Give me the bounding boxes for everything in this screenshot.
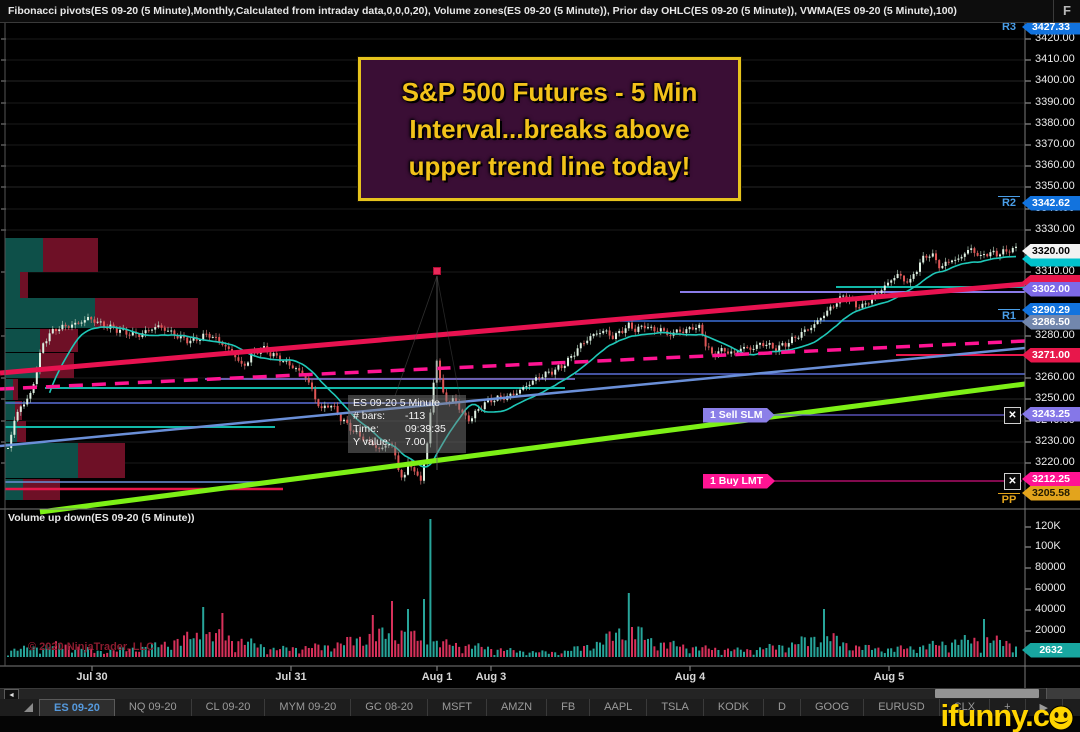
tab-amzn[interactable]: AMZN — [487, 699, 548, 721]
tab-msft[interactable]: MSFT — [428, 699, 487, 721]
banner-line: upper trend line today! — [408, 150, 691, 181]
tooltip-title: ES 09-20 5 Minute — [353, 397, 440, 409]
tab-list-icon[interactable] — [24, 703, 33, 712]
banner-line: S&P 500 Futures - 5 Min — [401, 76, 698, 107]
tab-kodk[interactable]: KODK — [704, 699, 765, 721]
tab-clx[interactable]: CLX — [940, 699, 991, 721]
tab--[interactable]: + — [990, 699, 1026, 721]
data-box-tooltip: ES 09-20 5 Minute # bars: -113 Time: 09:39… — [348, 395, 466, 453]
scrollbar-thumb[interactable] — [935, 689, 1039, 698]
tooltip-value: -113 — [405, 410, 426, 422]
tab-fb[interactable]: FB — [547, 699, 591, 721]
tab-goog[interactable]: GOOG — [801, 699, 865, 721]
bottom-caption-strip — [0, 716, 1080, 732]
text-annotation-banner[interactable]: S&P 500 Futures - 5 Min Interval...break… — [357, 56, 742, 202]
cancel-sell-order-icon[interactable]: ✕ — [1004, 407, 1021, 424]
tab-eurusd[interactable]: EURUSD — [864, 699, 940, 721]
banner-line: Interval...breaks above — [409, 113, 690, 144]
tab-mym-09-20[interactable]: MYM 09-20 — [265, 699, 352, 721]
scrollbar-corner-grip[interactable] — [1046, 688, 1080, 699]
smiley-icon — [1048, 705, 1074, 731]
tooltip-value: 7.00 — [405, 436, 426, 448]
tooltip-label: Time: — [353, 423, 379, 435]
copyright-text: © 2020 NinjaTrader, LLC — [28, 641, 155, 653]
drawing-anchor-marker[interactable] — [433, 267, 441, 275]
tab-nq-09-20[interactable]: NQ 09-20 — [115, 699, 192, 721]
tooltip-value: 09:39:35 — [405, 423, 446, 435]
tab-tsla[interactable]: TSLA — [647, 699, 704, 721]
tab-aapl[interactable]: AAPL — [590, 699, 648, 721]
tab-gc-08-20[interactable]: GC 08-20 — [351, 699, 428, 721]
ifunny-watermark: ifunny.c — [940, 698, 1074, 732]
tooltip-label: # bars: — [353, 410, 386, 422]
watermark-text: ifunny.c — [940, 698, 1050, 732]
chart-title-bar: Fibonacci pivots(ES 09-20 (5 Minute),Mon… — [0, 0, 1080, 23]
tooltip-label: Y value: — [353, 436, 391, 448]
cancel-buy-order-icon[interactable]: ✕ — [1004, 473, 1021, 490]
volume-pane-title: Volume up down(ES 09-20 (5 Minute)) — [8, 512, 195, 524]
indicator-list-title: Fibonacci pivots(ES 09-20 (5 Minute),Mon… — [8, 5, 957, 17]
tab-cl-09-20[interactable]: CL 09-20 — [192, 699, 266, 721]
horizontal-scrollbar[interactable] — [0, 688, 1080, 699]
focus-button[interactable]: F — [1053, 0, 1080, 22]
tab-d[interactable]: D — [764, 699, 801, 721]
